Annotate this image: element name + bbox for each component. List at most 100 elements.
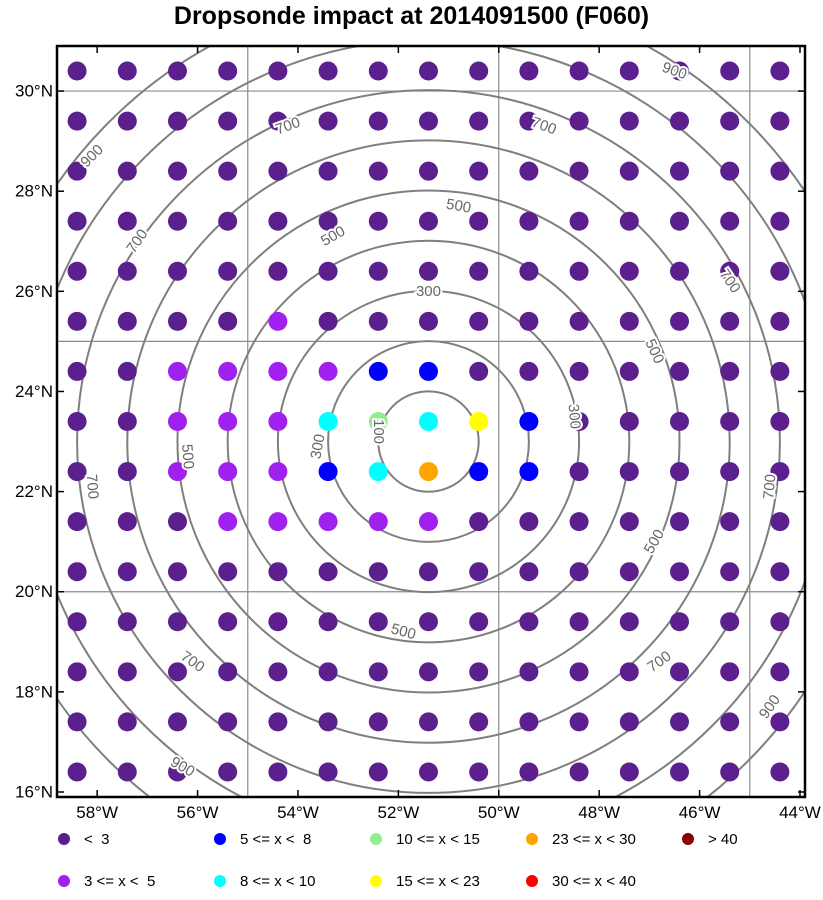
data-point xyxy=(418,762,438,782)
contour-label: 700 xyxy=(716,266,744,296)
data-point xyxy=(469,762,489,782)
data-point xyxy=(619,512,639,532)
data-point xyxy=(669,161,689,181)
legend-swatch xyxy=(214,875,226,887)
data-point xyxy=(619,261,639,281)
data-point xyxy=(418,562,438,582)
data-point xyxy=(67,361,87,381)
data-point xyxy=(117,61,137,81)
data-point xyxy=(418,261,438,281)
contour-500 xyxy=(176,189,681,694)
data-point xyxy=(619,111,639,131)
data-point xyxy=(67,462,87,482)
data-point xyxy=(218,361,238,381)
data-point xyxy=(117,462,137,482)
data-point xyxy=(469,311,489,331)
legend-item: 15 <= x < 23 xyxy=(370,869,480,893)
data-point xyxy=(67,662,87,682)
data-point xyxy=(720,61,740,81)
data-point xyxy=(669,512,689,532)
data-point xyxy=(720,311,740,331)
data-point xyxy=(770,161,790,181)
data-point xyxy=(720,361,740,381)
legend-label: 30 <= x < 40 xyxy=(552,872,636,890)
data-point xyxy=(67,211,87,231)
data-point xyxy=(218,412,238,431)
data-point xyxy=(770,361,790,381)
y-tick-label: 24°N xyxy=(15,382,53,401)
legend-label: 8 <= x < 10 xyxy=(240,872,316,890)
data-point xyxy=(720,462,740,482)
data-point xyxy=(67,61,87,81)
legend-item: 5 <= x < 8 xyxy=(214,827,311,851)
data-point xyxy=(669,361,689,381)
legend-label: 3 <= x < 5 xyxy=(84,872,156,890)
data-point xyxy=(770,412,790,431)
data-point xyxy=(117,412,137,431)
data-point xyxy=(519,361,539,381)
data-point xyxy=(519,311,539,331)
data-point xyxy=(669,111,689,131)
data-point xyxy=(720,261,740,281)
data-point xyxy=(117,662,137,682)
data-point xyxy=(770,712,790,732)
data-point xyxy=(569,261,589,281)
data-point xyxy=(218,61,238,81)
legend-item: 3 <= x < 5 xyxy=(58,869,155,893)
contour-label: 300 xyxy=(308,433,329,461)
data-point xyxy=(720,562,740,582)
data-point xyxy=(569,111,589,131)
data-point xyxy=(519,211,539,231)
data-point xyxy=(218,161,238,181)
data-point xyxy=(268,361,288,381)
data-point xyxy=(720,762,740,782)
data-point xyxy=(167,161,187,181)
contour-label: 300 xyxy=(565,403,584,429)
data-point xyxy=(368,161,388,181)
data-point xyxy=(569,61,589,81)
data-point xyxy=(418,662,438,682)
data-point xyxy=(469,412,489,431)
data-point xyxy=(117,161,137,181)
data-point xyxy=(318,612,338,632)
data-point xyxy=(318,462,338,482)
data-point xyxy=(418,612,438,632)
contour-200 xyxy=(327,340,530,543)
data-point xyxy=(469,462,489,482)
data-point xyxy=(770,311,790,331)
legend-label: 5 <= x < 8 xyxy=(240,830,312,848)
legend-item: 30 <= x < 40 xyxy=(526,869,636,893)
contour-label: 700 xyxy=(83,473,102,499)
data-point xyxy=(418,111,438,131)
data-point xyxy=(368,412,388,431)
y-tick-label: 26°N xyxy=(15,282,53,301)
legend-swatch xyxy=(526,875,538,887)
data-point xyxy=(167,61,187,81)
data-point xyxy=(318,311,338,331)
data-point xyxy=(167,311,187,331)
y-tick-label: 18°N xyxy=(15,682,53,701)
data-point xyxy=(770,462,790,482)
data-point xyxy=(368,61,388,81)
data-point xyxy=(318,662,338,682)
data-point xyxy=(569,712,589,732)
contour-600 xyxy=(126,139,731,744)
x-tick-label: 52°W xyxy=(377,803,419,822)
x-tick-label: 46°W xyxy=(679,803,721,822)
legend-label: 23 <= x < 30 xyxy=(552,830,636,848)
data-point xyxy=(368,361,388,381)
data-point xyxy=(167,612,187,632)
data-point xyxy=(117,512,137,532)
legend-label: > 40 xyxy=(708,830,738,848)
data-point xyxy=(469,161,489,181)
data-point xyxy=(669,311,689,331)
data-point xyxy=(469,662,489,682)
legend-item: 23 <= x < 30 xyxy=(526,827,636,851)
data-point xyxy=(418,512,438,532)
data-point xyxy=(569,161,589,181)
data-point xyxy=(619,311,639,331)
x-tick-label: 48°W xyxy=(578,803,620,822)
data-point xyxy=(720,412,740,431)
data-point xyxy=(720,111,740,131)
